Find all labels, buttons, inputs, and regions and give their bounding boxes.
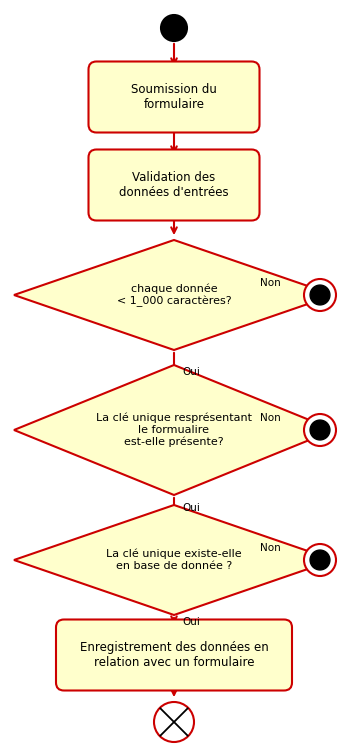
Text: Non: Non bbox=[260, 278, 281, 288]
Text: Oui: Oui bbox=[182, 617, 200, 627]
FancyBboxPatch shape bbox=[88, 150, 260, 221]
Text: Non: Non bbox=[260, 413, 281, 423]
Polygon shape bbox=[14, 505, 334, 615]
Polygon shape bbox=[14, 365, 334, 495]
Text: Soumission du
formulaire: Soumission du formulaire bbox=[131, 83, 217, 111]
Circle shape bbox=[304, 414, 336, 446]
Circle shape bbox=[310, 285, 330, 305]
Text: Oui: Oui bbox=[182, 503, 200, 513]
Circle shape bbox=[310, 550, 330, 570]
Text: La clé unique resprésentant
le formualire
est-elle présente?: La clé unique resprésentant le formualir… bbox=[96, 413, 252, 447]
Circle shape bbox=[154, 702, 194, 742]
Text: chaque donnée
< 1_000 caractères?: chaque donnée < 1_000 caractères? bbox=[117, 283, 231, 307]
Circle shape bbox=[304, 279, 336, 311]
Text: La clé unique existe-elle
en base de donnée ?: La clé unique existe-elle en base de don… bbox=[106, 549, 242, 571]
Text: Enregistrement des données en
relation avec un formulaire: Enregistrement des données en relation a… bbox=[80, 641, 268, 669]
Text: Oui: Oui bbox=[182, 367, 200, 377]
Polygon shape bbox=[14, 240, 334, 350]
Circle shape bbox=[161, 15, 187, 41]
FancyBboxPatch shape bbox=[56, 620, 292, 691]
FancyBboxPatch shape bbox=[88, 62, 260, 133]
Circle shape bbox=[310, 420, 330, 440]
Circle shape bbox=[304, 544, 336, 576]
Text: Validation des
données d'entrées: Validation des données d'entrées bbox=[119, 171, 229, 199]
Text: Non: Non bbox=[260, 543, 281, 553]
